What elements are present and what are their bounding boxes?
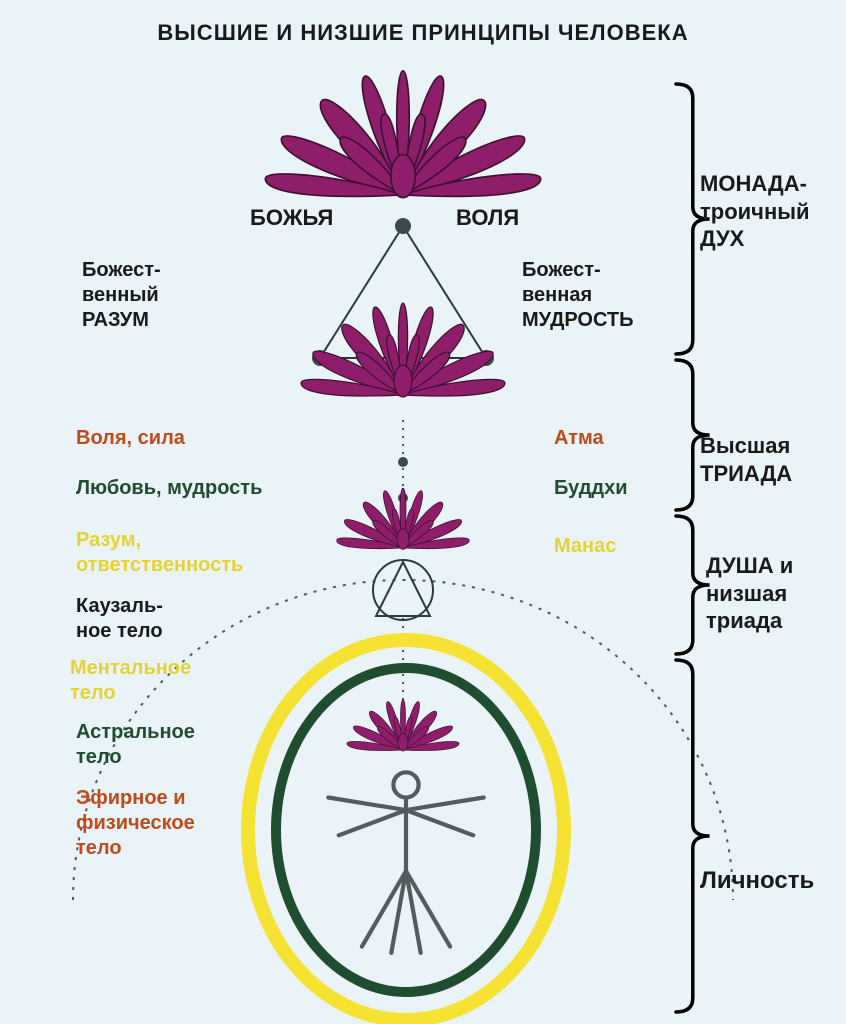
label-divine-will-right: ВОЛЯ [456,204,519,232]
label-will-power: Воля, сила [76,426,185,451]
label-buddhi: Буддхи [554,476,628,501]
label-mental-body: Ментальное тело [70,656,191,706]
group-label-persona: Личность [700,866,814,896]
soul-circle [373,560,433,620]
label-love-wisdom: Любовь, мудрость [76,476,262,501]
label-divine-mind: Божест- венный РАЗУМ [82,258,161,333]
brace-soul [676,516,710,654]
connector-node-0 [398,457,408,467]
lotus-icon-3 [347,699,459,751]
label-atma: Атма [554,426,604,451]
group-label-monad: МОНАДА- троичный ДУХ [700,170,810,253]
group-label-soul: ДУША и низшая триада [706,552,793,635]
label-manas: Манас [554,534,616,559]
page-title: ВЫСШИЕ И НИЗШИЕ ПРИНЦИПЫ ЧЕЛОВЕКА [0,20,846,46]
lotus-icon-2 [337,488,470,549]
human-figure-icon [328,772,483,953]
label-divine-wisdom: Божест- венная МУДРОСТЬ [522,258,634,333]
triangle-vertex-0 [395,218,411,234]
group-label-higher: Высшая ТРИАДА [700,432,792,487]
soul-triangle [376,562,430,616]
lotus-icon-0 [265,71,540,198]
label-causal-body: Каузаль- ное тело [76,594,163,644]
brace-persona [676,660,710,1012]
label-etheric-body: Эфирное и физическое тело [76,786,195,861]
lotus-icon-1 [301,303,505,397]
label-mind-resp: Разум, ответственность [76,528,243,578]
label-astral-body: Астральное тело [76,720,195,770]
label-divine-will-left: БОЖЬЯ [250,204,333,232]
